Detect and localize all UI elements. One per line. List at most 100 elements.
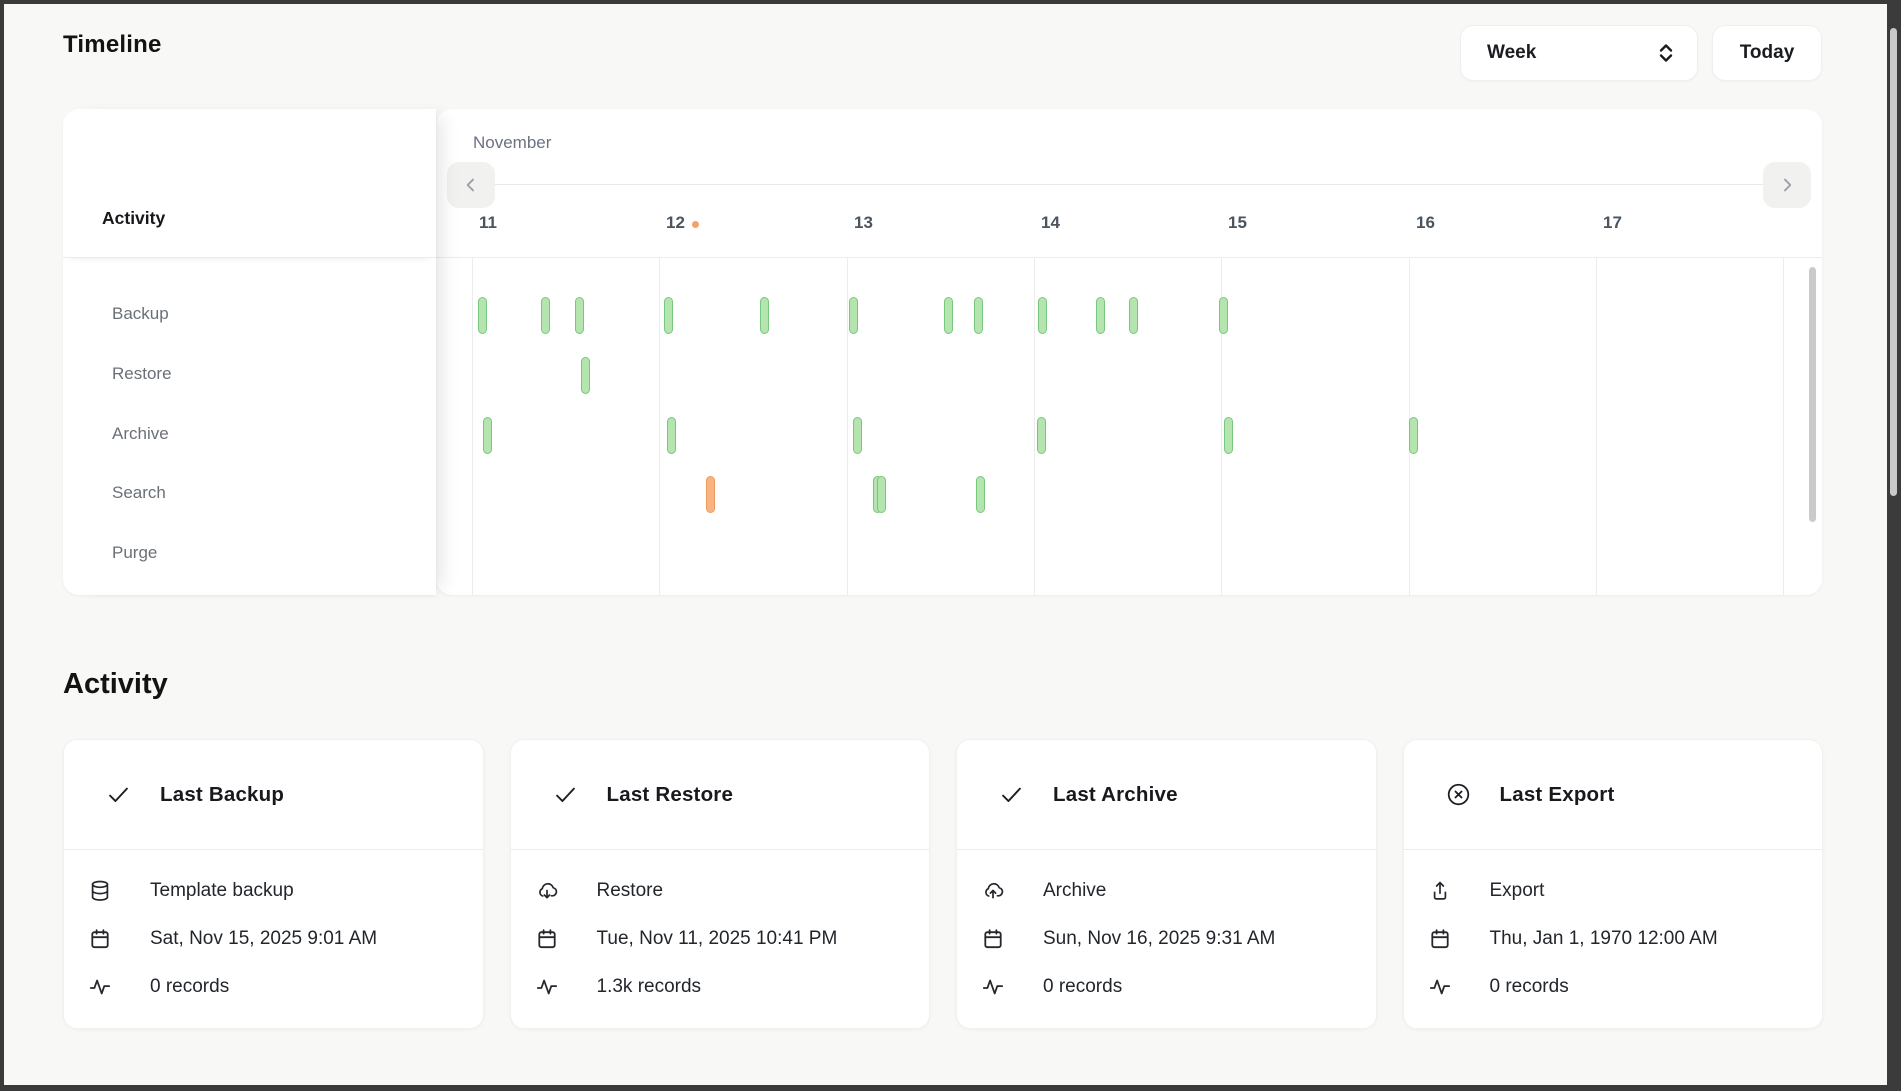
archive-event-bar[interactable] [1036, 416, 1046, 454]
card-last-export: Last Export Export Thu, Jan 1, 1970 12:00 … [1402, 739, 1823, 1029]
check-icon [105, 781, 132, 808]
card-last-backup: Last Backup Template backup Sat, Nov 15, 2… [63, 739, 484, 1029]
today-button[interactable]: Today [1712, 25, 1822, 81]
card-row-text: Tue, Nov 11, 2025 10:41 PM [596, 928, 838, 949]
search-event-bar[interactable] [975, 475, 985, 513]
activity-panel-header [63, 109, 436, 258]
activity-section-title: Activity [63, 668, 168, 700]
calendar-icon [1428, 927, 1452, 951]
card-row: 0 records [1428, 963, 1799, 1011]
calendar-icon [88, 927, 112, 951]
backup-event-bar[interactable] [540, 296, 550, 334]
page-title: Timeline [63, 31, 162, 58]
calendar-icon [535, 927, 559, 951]
card-body: Export Thu, Jan 1, 1970 12:00 AM 0 records [1404, 850, 1823, 1011]
calendar-icon [981, 927, 1005, 951]
card-row-text: Export [1489, 880, 1545, 901]
backup-event-bar[interactable] [1218, 296, 1228, 334]
archive-event-bar[interactable] [482, 416, 492, 454]
activity-row-label-backup: Backup [112, 304, 169, 323]
view-select-value: Week [1487, 42, 1537, 63]
grid-line-4 [1221, 257, 1222, 595]
card-row-text: Thu, Jan 1, 1970 12:00 AM [1489, 928, 1718, 949]
timeline-scrollbar-thumb[interactable] [1809, 267, 1816, 522]
backup-event-bar[interactable] [1095, 296, 1105, 334]
card-row: Template backup [88, 867, 459, 915]
day-label-13: 13 [854, 213, 873, 233]
database-icon [88, 879, 112, 903]
page-scrollbar-thumb[interactable] [1890, 28, 1897, 496]
backup-event-bar[interactable] [663, 296, 673, 334]
day-number: 11 [479, 213, 497, 232]
grid-line-3 [1034, 257, 1035, 595]
card-header: Last Export [1403, 740, 1822, 850]
card-body: Restore Tue, Nov 11, 2025 10:41 PM 1.3k re… [511, 850, 930, 1011]
card-row-text: 0 records [150, 976, 230, 997]
backup-event-bar[interactable] [574, 296, 584, 334]
activity-icon [535, 975, 559, 999]
activity-row-label-purge: Purge [112, 543, 158, 562]
card-header: Last Archive [957, 740, 1376, 850]
backup-event-bar[interactable] [848, 296, 858, 334]
check-icon [998, 781, 1025, 808]
day-number: 12 [666, 213, 685, 232]
activity-row-label-archive: Archive [112, 424, 169, 443]
search-event-bar[interactable] [705, 475, 715, 513]
card-last-restore: Last Restore Restore Tue, Nov 11, 2025 10:… [509, 739, 930, 1029]
card-title: Last Backup [160, 782, 285, 806]
card-row: Thu, Jan 1, 1970 12:00 AM [1428, 915, 1799, 963]
card-row-text: Archive [1043, 880, 1107, 901]
card-body: Archive Sun, Nov 16, 2025 9:31 AM 0 record… [957, 850, 1376, 1011]
grid-line-6 [1596, 257, 1597, 595]
card-last-archive: Last Archive Archive Sun, Nov 16, 2025 9:3… [956, 739, 1377, 1029]
day-label-15: 15 [1228, 213, 1247, 233]
activity-icon [1428, 975, 1452, 999]
card-row: 0 records [981, 963, 1352, 1011]
archive-event-bar[interactable] [852, 416, 862, 454]
card-row-text: Sun, Nov 16, 2025 9:31 AM [1043, 928, 1276, 949]
timeline-grid-divider [436, 257, 1822, 258]
card-row: Restore [535, 867, 906, 915]
backup-event-bar[interactable] [943, 296, 953, 334]
upload-icon [1428, 879, 1452, 903]
day-number: 15 [1228, 213, 1247, 232]
check-icon [552, 781, 579, 808]
view-select[interactable]: Week [1460, 25, 1698, 81]
timeline-next-button[interactable] [1763, 162, 1811, 208]
x-circle-icon [1445, 781, 1472, 808]
backup-event-bar[interactable] [1037, 296, 1047, 334]
grid-line-7 [1783, 257, 1784, 595]
timeline-prev-button[interactable] [447, 162, 495, 208]
timeline-axis-line [448, 184, 1810, 185]
archive-event-bar[interactable] [666, 416, 676, 454]
backup-event-bar[interactable] [477, 296, 487, 334]
timeline-card: November 11 12 13 14 15 16 17 [436, 109, 1822, 595]
window-border-left [0, 0, 4, 1091]
backup-event-bar[interactable] [973, 296, 983, 334]
activity-row-label-restore: Restore [112, 364, 172, 383]
backup-event-bar[interactable] [1128, 296, 1138, 334]
search-event-bar[interactable] [876, 475, 886, 513]
day-label-17: 17 [1603, 213, 1622, 233]
card-row: Export [1428, 867, 1799, 915]
card-title: Last Export [1499, 782, 1615, 806]
card-row: Archive [981, 867, 1352, 915]
card-row: Tue, Nov 11, 2025 10:41 PM [535, 915, 906, 963]
card-row-text: Template backup [150, 880, 294, 901]
backup-event-bar[interactable] [759, 296, 769, 334]
select-chevrons-icon [1657, 41, 1675, 65]
card-row: Sat, Nov 15, 2025 9:01 AM [88, 915, 459, 963]
window-border-bottom [0, 1085, 1901, 1091]
restore-event-bar[interactable] [580, 356, 590, 394]
archive-event-bar[interactable] [1408, 416, 1418, 454]
archive-event-bar[interactable] [1223, 416, 1233, 454]
card-row-text: 0 records [1489, 976, 1569, 997]
cloud-upload-icon [981, 879, 1005, 903]
activity-row-label-search: Search [112, 483, 166, 502]
day-label-12: 12 [666, 213, 699, 233]
card-header: Last Backup [64, 740, 483, 850]
card-title: Last Restore [606, 782, 734, 806]
timeline-month-label: November [473, 133, 552, 152]
cloud-download-icon [535, 879, 559, 903]
card-row-text: 1.3k records [596, 976, 702, 997]
